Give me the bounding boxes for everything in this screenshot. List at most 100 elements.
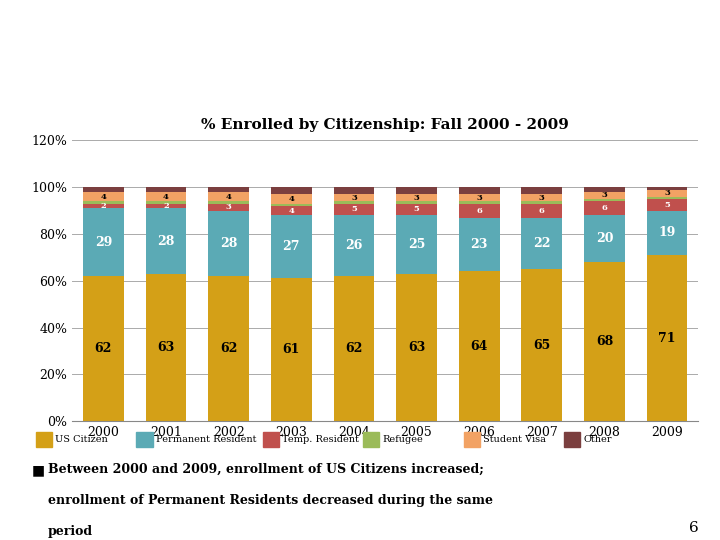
- Bar: [396, 187, 437, 194]
- Bar: [521, 187, 562, 194]
- Bar: [647, 190, 688, 197]
- Bar: [271, 206, 312, 215]
- Bar: [521, 218, 562, 269]
- Text: 64: 64: [470, 340, 488, 353]
- Bar: [145, 204, 186, 208]
- Text: 2: 2: [163, 202, 168, 210]
- Bar: [584, 199, 625, 201]
- Bar: [333, 204, 374, 215]
- Text: 26: 26: [345, 239, 363, 252]
- Text: 5: 5: [665, 201, 670, 209]
- Bar: [271, 279, 312, 421]
- Bar: [333, 187, 374, 194]
- Bar: [208, 211, 249, 276]
- Bar: [521, 204, 562, 218]
- Bar: [459, 272, 500, 421]
- Bar: [271, 215, 312, 279]
- Bar: [145, 208, 186, 274]
- Text: Temp. Resident: Temp. Resident: [282, 435, 359, 444]
- Text: 3: 3: [602, 191, 607, 199]
- Bar: [459, 204, 500, 218]
- Text: 3: 3: [414, 194, 419, 202]
- Bar: [647, 187, 688, 190]
- Bar: [396, 194, 437, 201]
- Title: % Enrolled by Citizenship: Fall 2000 - 2009: % Enrolled by Citizenship: Fall 2000 - 2…: [202, 118, 569, 132]
- Text: 4: 4: [163, 193, 169, 200]
- Text: 71: 71: [658, 332, 676, 345]
- Text: 62: 62: [345, 342, 363, 355]
- Bar: [83, 192, 124, 201]
- Bar: [83, 276, 124, 421]
- Text: 29: 29: [94, 235, 112, 249]
- Bar: [396, 215, 437, 274]
- Bar: [584, 187, 625, 192]
- Bar: [36, 432, 53, 447]
- Bar: [564, 432, 580, 447]
- Text: 27: 27: [282, 240, 300, 253]
- Text: 63: 63: [408, 341, 425, 354]
- Bar: [521, 201, 562, 204]
- Bar: [396, 274, 437, 421]
- Bar: [459, 194, 500, 201]
- Bar: [145, 201, 186, 204]
- Text: 6: 6: [476, 207, 482, 214]
- Text: 28: 28: [220, 237, 238, 250]
- Bar: [364, 432, 379, 447]
- Text: enrollment of Permanent Residents decreased during the same: enrollment of Permanent Residents decrea…: [48, 494, 492, 507]
- Text: 68: 68: [596, 335, 613, 348]
- Bar: [333, 194, 374, 201]
- Text: 62: 62: [220, 342, 238, 355]
- Bar: [647, 199, 688, 211]
- Text: 20: 20: [595, 232, 613, 245]
- Bar: [208, 204, 249, 211]
- Text: 6: 6: [601, 204, 608, 212]
- Bar: [647, 211, 688, 255]
- Text: 3: 3: [539, 194, 544, 202]
- Bar: [333, 276, 374, 421]
- Text: 4: 4: [225, 193, 232, 200]
- Text: Refugee: Refugee: [383, 435, 423, 444]
- Text: 3: 3: [351, 194, 356, 202]
- Bar: [83, 187, 124, 192]
- Text: 3: 3: [665, 189, 670, 197]
- Bar: [83, 204, 124, 208]
- Text: ■: ■: [32, 463, 45, 477]
- Text: US Citizen: US Citizen: [55, 435, 108, 444]
- Bar: [521, 269, 562, 421]
- Bar: [396, 201, 437, 204]
- Text: Enrollment Trends: Enrollment Trends: [14, 35, 539, 84]
- Bar: [333, 201, 374, 204]
- Bar: [83, 201, 124, 204]
- Bar: [396, 204, 437, 215]
- Text: 4: 4: [100, 193, 107, 200]
- Bar: [459, 201, 500, 204]
- Text: period: period: [48, 525, 93, 538]
- Bar: [271, 187, 312, 194]
- Text: 28: 28: [157, 234, 175, 247]
- Bar: [521, 194, 562, 201]
- Bar: [271, 194, 312, 204]
- Text: 22: 22: [533, 237, 551, 250]
- Bar: [208, 276, 249, 421]
- Text: 5: 5: [351, 205, 356, 213]
- Text: 62: 62: [94, 342, 112, 355]
- Text: Student Visa: Student Visa: [483, 435, 546, 444]
- Text: 4: 4: [288, 207, 294, 214]
- Bar: [137, 432, 153, 447]
- Text: 25: 25: [408, 238, 426, 251]
- Bar: [145, 192, 186, 201]
- Text: 6: 6: [688, 521, 698, 535]
- Text: 3: 3: [226, 203, 231, 211]
- Text: Between 2000 and 2009, enrollment of US Citizens increased;: Between 2000 and 2009, enrollment of US …: [48, 463, 483, 476]
- Text: 23: 23: [470, 238, 488, 251]
- Bar: [333, 215, 374, 276]
- Text: 63: 63: [158, 341, 174, 354]
- Text: 2: 2: [101, 202, 106, 210]
- Bar: [459, 218, 500, 272]
- Bar: [145, 187, 186, 192]
- Bar: [208, 201, 249, 204]
- Text: 65: 65: [534, 339, 550, 352]
- Text: 61: 61: [282, 343, 300, 356]
- Bar: [647, 197, 688, 199]
- Bar: [584, 215, 625, 262]
